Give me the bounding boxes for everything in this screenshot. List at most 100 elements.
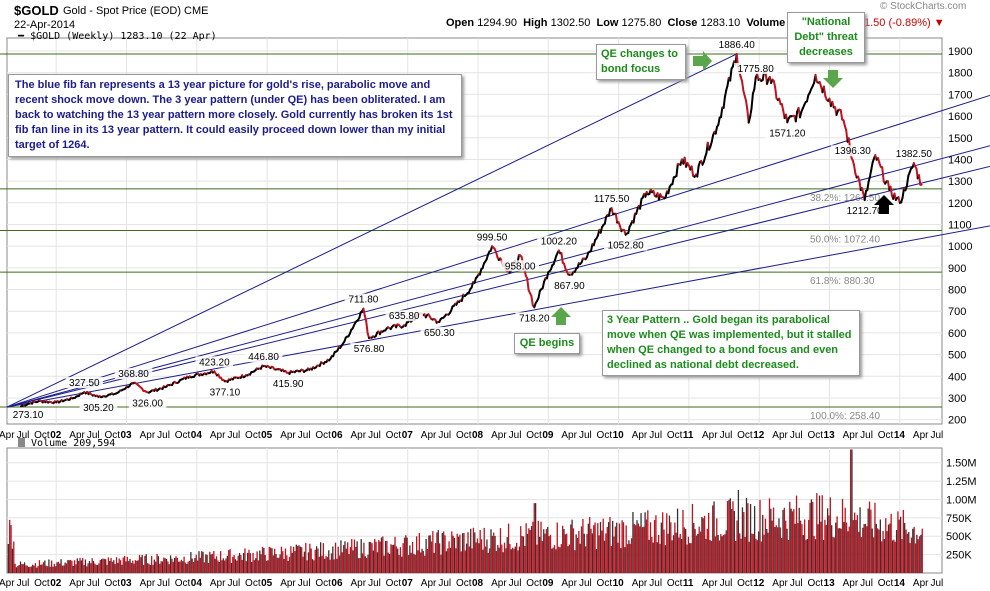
volume-bar [864,523,867,573]
fan-line [6,225,990,408]
volume-bar [672,535,675,573]
price-label-bg [734,62,778,74]
volume-bar [775,525,777,573]
volume-bar [517,550,519,573]
volume-bar [918,536,921,573]
volume-bar [188,560,191,573]
volume-bar [114,564,116,573]
volume-bar [548,536,550,573]
volume-bar [430,541,433,573]
volume-bar [781,538,783,573]
price-segment [881,166,885,183]
price-segment [858,179,862,191]
volume-bar [313,560,315,573]
volume-bar [809,502,811,573]
x-month-label: Oct [315,430,331,441]
x-year-label: 02 [50,430,62,441]
volume-bar [107,557,110,573]
price-label: 1775.80 [738,64,775,75]
volume-bar [168,564,170,573]
volume-bar [791,511,794,573]
volume-bar [103,558,105,573]
volume-bar [598,535,600,573]
volume-bar [102,558,104,573]
volume-bar [387,552,389,573]
volume-bar [160,561,162,573]
volume-bar [679,533,681,573]
volume-bar [467,532,469,573]
price-label: 711.80 [349,295,379,306]
x-month-label: Jul [860,578,873,589]
volume-bar [155,561,157,573]
volume-bar [299,546,302,573]
volume-bar [662,512,664,573]
volume-bar [771,520,773,573]
x-month-label: Oct [878,430,894,441]
volume-bar [559,547,561,573]
volume-bar [121,564,123,573]
price-label-bg [420,327,459,339]
volume-bar [295,544,297,573]
volume-bar [449,547,452,573]
volume-bar [633,524,635,573]
volume-bar [904,522,906,573]
national-debt-note: "National Debt" threat decreases [787,12,865,63]
x-year-label: 10 [613,578,625,589]
volume-bar [356,541,358,573]
volume-bar [511,547,514,573]
volume-bar [717,534,719,573]
volume-bar [637,523,640,573]
volume-bar [56,562,58,573]
volume-bar [849,449,852,573]
volume-bar [714,536,717,573]
price-label: 368.80 [118,369,149,380]
volume-bar [165,558,168,573]
volume-bar [721,536,723,573]
x-year-label: 11 [683,578,694,589]
volume-bar [61,565,64,573]
volume-bar [341,552,343,573]
volume-bar [480,539,483,573]
volume-bar [393,544,395,573]
volume-bar [693,522,695,573]
volume-bar [251,561,253,573]
volume-bar [167,561,169,573]
x-month-label: Oct [878,578,894,589]
x-year-label: 12 [753,430,765,441]
volume-bar [402,543,404,573]
volume-bar [901,539,903,573]
y-tick-label: 300 [948,393,966,405]
volume-bar [732,501,734,573]
x-month-label: Oct [456,430,472,441]
volume-bar [276,557,279,573]
volume-bar [561,525,564,573]
volume-bar [455,548,457,573]
x-month-label: Jul [579,430,592,441]
x-month-label: Oct [597,430,613,441]
volume-bar [663,529,665,573]
volume-bar [136,560,138,573]
volume-bar [580,526,583,573]
price-segment [690,165,695,177]
volume-bar [591,533,594,573]
volume-bar [146,563,149,573]
volume-bar [908,531,910,573]
price-label-bg [195,356,234,368]
volume-bar [789,501,791,573]
y-tick-label: 1600 [948,111,972,123]
volume-bar [882,530,884,573]
price-label-bg [501,260,539,272]
volume-bar [488,548,491,573]
volume-bar [67,559,69,573]
qe-bond-note: QE changes to bond focus [596,44,686,80]
price-label: 958.00 [505,261,536,272]
volume-bar [407,554,410,573]
volume-bar [53,563,55,573]
fib-level-label: 38.2%: 1264.50 [810,193,880,204]
volume-bar [232,556,234,573]
volume-bar [336,558,338,573]
volume-bar [76,558,78,573]
volume-bar [192,561,195,573]
volume-bar [890,513,892,573]
volume-bar [872,537,875,573]
